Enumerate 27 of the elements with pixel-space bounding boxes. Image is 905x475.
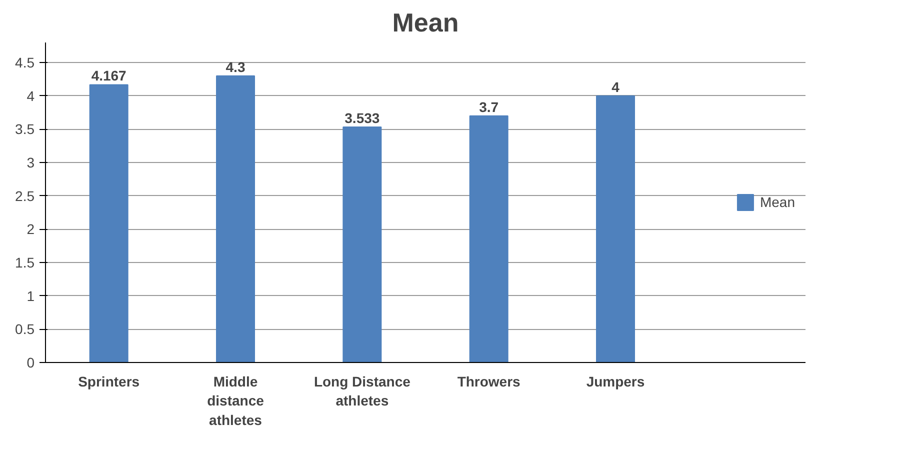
x-tick-label: Sprinters — [78, 374, 140, 390]
y-tick-label: 4 — [26, 88, 35, 104]
bar — [469, 115, 508, 362]
y-tick-label: 2.5 — [15, 188, 35, 204]
data-label: 4.167 — [91, 68, 127, 84]
y-tick-label: 3.5 — [15, 121, 35, 138]
y-tick-label: 0 — [26, 354, 35, 370]
y-tick-label: 2 — [26, 221, 35, 238]
bar — [216, 75, 255, 362]
x-tick-label: Jumpers — [586, 374, 645, 390]
x-tick-label: Long Distance athletes — [314, 374, 411, 409]
y-tick-label: 0.5 — [15, 321, 35, 338]
chart-title: Mean — [392, 8, 459, 38]
data-label: 4 — [612, 78, 620, 95]
y-tick-label: 4.5 — [15, 54, 35, 70]
data-label: 3.7 — [479, 98, 499, 115]
bar — [89, 84, 128, 362]
bar — [342, 126, 382, 362]
legend-label: Mean — [760, 194, 795, 210]
data-label: 3.533 — [344, 110, 380, 126]
y-tick-label: 1 — [26, 288, 35, 304]
data-label: 4.3 — [226, 58, 246, 75]
x-tick-label: Throwers — [457, 374, 521, 390]
y-tick-label: 1.5 — [15, 254, 35, 270]
y-tick-label: 3 — [26, 154, 35, 170]
bar — [596, 95, 635, 362]
x-tick-label: Middle distance athletes — [207, 374, 264, 428]
